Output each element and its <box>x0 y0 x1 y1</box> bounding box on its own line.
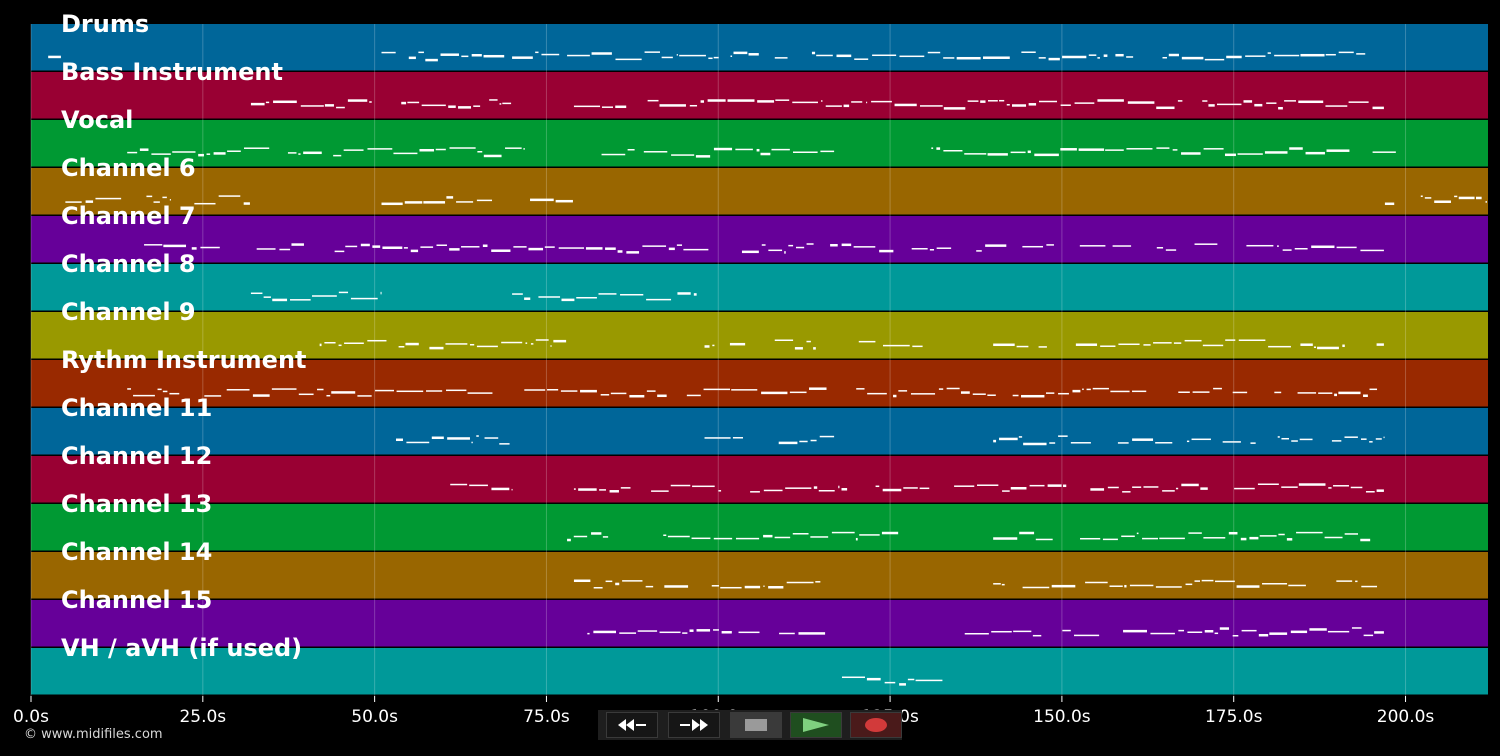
track-lane <box>31 360 1488 407</box>
note-segment <box>1384 195 1487 206</box>
note-segment <box>250 99 512 109</box>
track-lane <box>31 216 1488 263</box>
track-label: Channel 7 <box>61 202 196 230</box>
track-lane <box>31 120 1488 167</box>
stop-button[interactable] <box>730 712 782 738</box>
track-label: Channel 12 <box>61 442 212 470</box>
note-segment <box>127 147 525 158</box>
note-segment <box>704 435 835 445</box>
axis-tick-label: 175.0s <box>1205 707 1263 727</box>
track-lane <box>31 264 1488 311</box>
transport-bar <box>598 710 902 740</box>
axis-tick-label: 0.0s <box>13 707 49 727</box>
note-segment <box>567 51 1366 61</box>
note-segment <box>250 291 382 302</box>
fast-forward-icon <box>680 719 708 731</box>
note-segment <box>381 51 505 62</box>
record-button[interactable] <box>850 712 902 738</box>
note-segment <box>931 147 1396 157</box>
axis-tick-label: 75.0s <box>523 707 570 727</box>
track-label: Channel 13 <box>61 490 212 518</box>
track-label: Channel 9 <box>61 298 196 326</box>
track-label: Bass Instrument <box>61 58 283 86</box>
track-label: Vocal <box>61 106 133 134</box>
track-lane <box>31 72 1488 119</box>
note-segment <box>512 292 697 302</box>
stop-icon <box>745 719 767 731</box>
axis-tick-label: 150.0s <box>1033 707 1091 727</box>
note-segment <box>587 629 826 635</box>
note-segment <box>704 339 923 350</box>
track-lane <box>31 312 1488 359</box>
record-icon <box>865 718 887 732</box>
note-segment <box>993 339 1384 350</box>
copyright-text: © www.midifiles.com <box>24 727 163 742</box>
note-segment <box>512 51 560 59</box>
note-segment <box>841 676 943 686</box>
track-label: Drums <box>61 10 149 38</box>
note-segment <box>993 531 1371 542</box>
note-segment <box>381 196 573 206</box>
fast-forward-button[interactable] <box>668 712 720 738</box>
track-label: Channel 15 <box>61 586 212 614</box>
rewind-icon <box>618 719 646 731</box>
track-lane <box>31 552 1488 599</box>
axis-tick-label: 50.0s <box>351 707 398 727</box>
track-label: Channel 11 <box>61 394 212 422</box>
track-lane <box>31 24 1488 71</box>
track-lane <box>31 504 1488 551</box>
note-segment <box>573 579 821 589</box>
track-lane <box>31 408 1488 455</box>
note-segment <box>993 435 1385 446</box>
note-segment <box>993 579 1378 589</box>
track-label: Rythm Instrument <box>61 346 307 374</box>
note-segment <box>144 243 1384 254</box>
note-segment <box>573 483 1384 493</box>
track-label: Channel 8 <box>61 250 196 278</box>
track-label: Channel 6 <box>61 154 196 182</box>
note-segment <box>964 627 1384 637</box>
play-icon <box>803 718 829 732</box>
track-lane <box>31 648 1488 695</box>
axis-tick-label: 25.0s <box>179 707 226 727</box>
track-label: VH / aVH (if used) <box>61 634 302 662</box>
note-segment <box>573 99 1384 110</box>
track-lane <box>31 168 1488 215</box>
note-segment <box>48 55 61 59</box>
note-segment <box>450 483 513 491</box>
play-button[interactable] <box>790 712 842 738</box>
note-segment <box>601 147 835 158</box>
axis-tick-label: 200.0s <box>1377 707 1435 727</box>
track-label: Channel 14 <box>61 538 212 566</box>
track-lane <box>31 456 1488 503</box>
note-segment <box>65 195 250 205</box>
note-segment <box>567 531 899 542</box>
track-lane <box>31 600 1488 647</box>
rewind-button[interactable] <box>606 712 658 738</box>
note-segment <box>395 435 510 445</box>
note-segment <box>127 387 1378 398</box>
note-segment <box>319 339 567 350</box>
